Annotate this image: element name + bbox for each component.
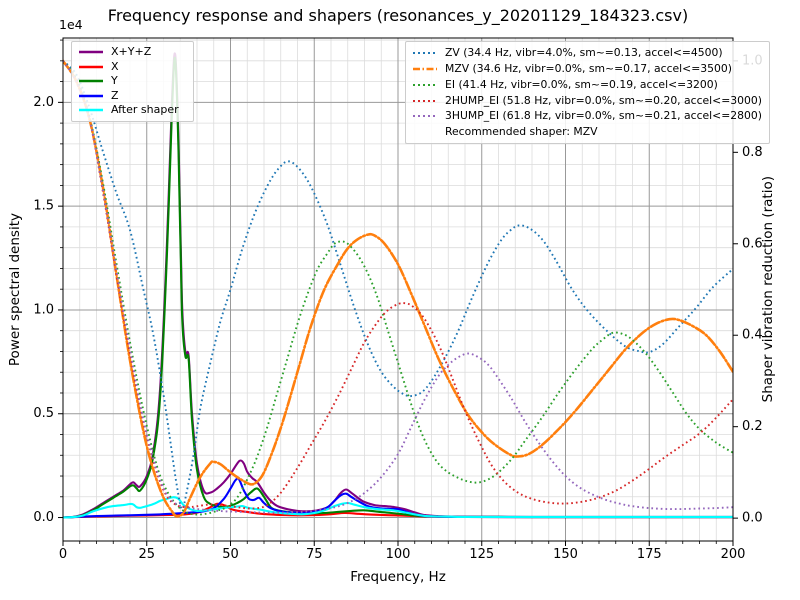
x-tick-label: 75 xyxy=(306,547,323,562)
series-after-shaper xyxy=(63,496,733,519)
legend-item-label: MZV (34.6 Hz, vibr=0.0%, sm~=0.17, accel… xyxy=(445,61,732,75)
legend-item: 2HUMP_EI (51.8 Hz, vibr=0.0%, sm~=0.20, … xyxy=(412,93,762,109)
series-x-y-z xyxy=(63,52,733,519)
y-axis-label-left: Power spectral density xyxy=(7,212,23,367)
x-tick-label: 125 xyxy=(469,547,494,562)
legend-line-sample xyxy=(413,99,437,102)
legend-item: X+Y+Z xyxy=(78,45,186,60)
y-right-tick-label: 0.0 xyxy=(742,511,763,526)
legend-line-sample xyxy=(79,51,103,54)
legend-item: ZV (34.4 Hz, vibr=4.0%, sm~=0.13, accel<… xyxy=(412,45,762,61)
y-left-tick-label: 0.5 xyxy=(33,406,54,421)
y-axis-offset-label: 1e4 xyxy=(59,17,83,32)
legend-shapers: ZV (34.4 Hz, vibr=4.0%, sm~=0.13, accel<… xyxy=(405,41,770,145)
legend-item-label: Y xyxy=(111,74,118,88)
recommended-shaper-note: Recommended shaper: MZV xyxy=(445,125,598,139)
legend-line-sample xyxy=(413,83,437,86)
legend-item-label: EI (41.4 Hz, vibr=0.0%, sm~=0.19, accel<… xyxy=(445,77,718,91)
y-left-tick-label: 1.0 xyxy=(33,302,54,317)
legend-psd: X+Y+Z X Y Z After shaper xyxy=(71,41,194,122)
tick-labels: 0 25 50 75 100 125 150 175 200 0.0 0.5 1.0 1.5 2.0 0.0… xyxy=(33,53,762,561)
legend-line-sample xyxy=(413,67,437,70)
legend-line-sample xyxy=(413,115,437,118)
chart-title: Frequency response and shapers (resonanc… xyxy=(107,6,689,25)
legend-item-label: 3HUMP_EI (61.8 Hz, vibr=0.0%, sm~=0.21, … xyxy=(445,109,762,123)
x-tick-label: 175 xyxy=(637,547,662,562)
curves xyxy=(63,52,733,519)
legend-line-sample xyxy=(79,109,103,112)
legend-item-label: X xyxy=(111,59,119,73)
y-right-tick-label: 0.6 xyxy=(742,236,763,251)
y-right-tick-label: 0.4 xyxy=(742,328,763,343)
x-tick-label: 150 xyxy=(553,547,578,562)
x-tick-label: 100 xyxy=(386,547,411,562)
legend-item: After shaper xyxy=(78,103,186,118)
legend-item-label: ZV (34.4 Hz, vibr=4.0%, sm~=0.13, accel<… xyxy=(445,46,723,59)
legend-item-label: After shaper xyxy=(111,103,179,117)
legend-line-sample xyxy=(79,80,103,83)
y-left-tick-label: 2.0 xyxy=(33,95,54,110)
x-tick-label: 0 xyxy=(59,547,67,562)
legend-item: 3HUMP_EI (61.8 Hz, vibr=0.0%, sm~=0.21, … xyxy=(412,108,762,124)
y-right-tick-label: 0.8 xyxy=(742,145,763,160)
legend-item-label: X+Y+Z xyxy=(111,45,152,58)
legend-item: EI (41.4 Hz, vibr=0.0%, sm~=0.19, accel<… xyxy=(412,77,762,93)
y-left-tick-label: 1.5 xyxy=(33,199,54,214)
y-left-tick-label: 0.0 xyxy=(33,510,54,525)
legend-item: Z xyxy=(78,89,186,104)
x-axis-label: Frequency, Hz xyxy=(350,569,446,585)
legend-item-label: 2HUMP_EI (51.8 Hz, vibr=0.0%, sm~=0.20, … xyxy=(445,93,762,107)
x-tick-label: 50 xyxy=(222,547,239,562)
series-mzv xyxy=(63,59,733,518)
x-tick-label: 25 xyxy=(138,547,155,562)
y-right-tick-label: 0.2 xyxy=(742,419,763,434)
legend-item: X xyxy=(78,60,186,75)
legend-item: Y xyxy=(78,74,186,89)
x-tick-label: 200 xyxy=(721,547,746,562)
legend-item-label: Z xyxy=(111,88,119,102)
legend-item: MZV (34.6 Hz, vibr=0.0%, sm~=0.17, accel… xyxy=(412,61,762,77)
legend-line-sample xyxy=(79,94,103,97)
legend-line-sample xyxy=(413,51,437,54)
legend-line-sample xyxy=(79,65,103,68)
